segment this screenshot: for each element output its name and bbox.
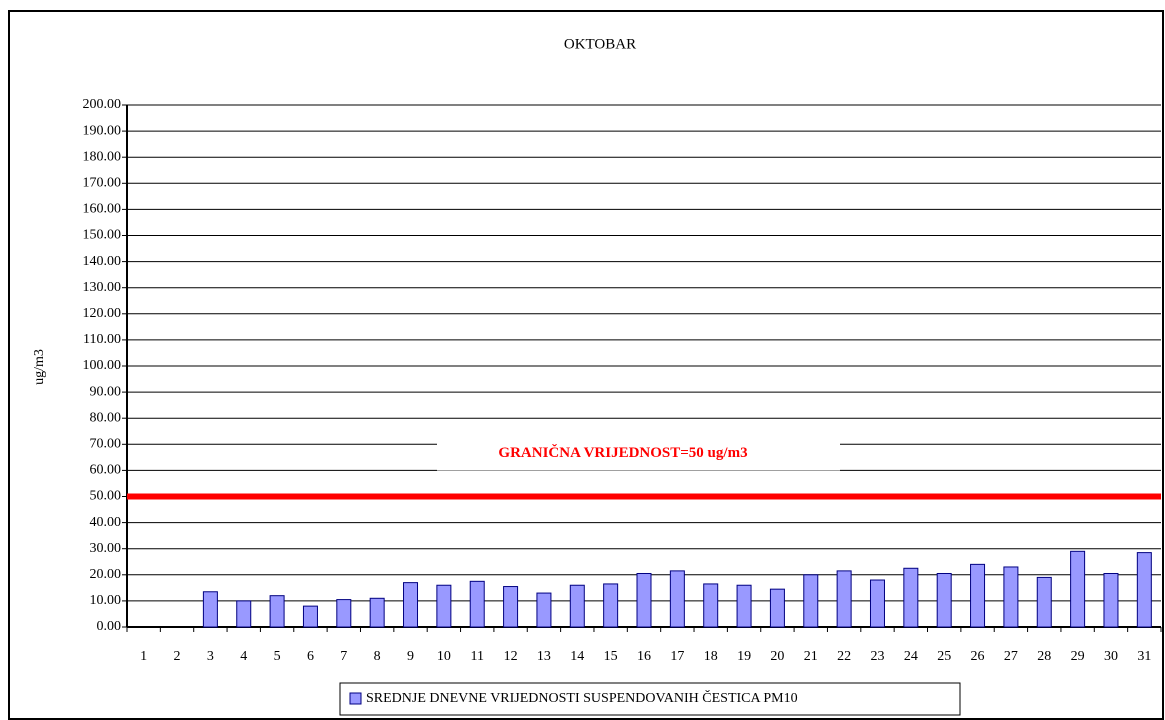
x-tick-label: 2 (174, 649, 181, 664)
x-tick-label: 9 (407, 649, 414, 664)
x-tick-label: 17 (670, 649, 684, 664)
bar (302, 605, 318, 628)
x-tick-label: 31 (1137, 649, 1151, 664)
x-tick-label: 4 (240, 649, 247, 664)
bar (1036, 576, 1052, 628)
x-tick-label: 1 (140, 649, 147, 664)
bar (970, 563, 986, 628)
y-tick-label: 0.00 (97, 619, 122, 634)
x-tick-label: 23 (870, 649, 884, 664)
y-tick-label: 20.00 (90, 567, 122, 582)
bar (703, 583, 719, 628)
x-tick-label: 13 (537, 649, 551, 664)
x-tick-label: 12 (504, 649, 518, 664)
legend-label: SREDNJE DNEVNE VRIJEDNOSTI SUSPENDOVANIH… (366, 689, 798, 706)
y-tick-label: 140.00 (83, 254, 122, 269)
y-tick-label: 90.00 (90, 384, 122, 399)
x-tick-label: 29 (1071, 649, 1085, 664)
x-tick-label: 19 (737, 649, 751, 664)
x-tick-label: 26 (971, 649, 985, 664)
chart-title: OKTOBAR (564, 36, 636, 52)
bar (503, 586, 519, 628)
bar (869, 579, 885, 628)
y-tick-label: 30.00 (90, 541, 122, 556)
x-tick-label: 11 (470, 649, 483, 664)
bar (803, 574, 819, 628)
annotation-background (437, 438, 840, 471)
x-tick-label: 24 (904, 649, 918, 664)
chart-border (8, 10, 1164, 720)
x-tick-label: 22 (837, 649, 851, 664)
bar (269, 595, 285, 628)
bar (736, 584, 752, 628)
bar (336, 599, 352, 628)
bar (202, 591, 218, 628)
y-tick-label: 180.00 (83, 149, 122, 164)
bar (403, 582, 419, 628)
y-tick-label: 80.00 (90, 410, 122, 425)
bar (1136, 552, 1152, 628)
x-tick-label: 15 (604, 649, 618, 664)
y-tick-label: 150.00 (83, 228, 122, 243)
x-tick-label: 7 (340, 649, 347, 664)
x-tick-label: 30 (1104, 649, 1118, 664)
x-tick-label: 16 (637, 649, 651, 664)
bar (469, 580, 485, 628)
y-tick-label: 40.00 (90, 515, 122, 530)
x-tick-label: 5 (274, 649, 281, 664)
x-tick-label: 25 (937, 649, 951, 664)
y-tick-label: 200.00 (83, 97, 122, 112)
bar (936, 572, 952, 628)
y-tick-label: 110.00 (83, 332, 121, 347)
y-tick-label: 100.00 (83, 358, 122, 373)
bar (836, 570, 852, 628)
x-tick-label: 18 (704, 649, 718, 664)
x-tick-label: 27 (1004, 649, 1018, 664)
x-tick-label: 14 (570, 649, 584, 664)
bar (536, 592, 552, 628)
bar (1103, 572, 1119, 628)
bar (1003, 566, 1019, 628)
y-tick-label: 190.00 (83, 123, 122, 138)
y-tick-label: 130.00 (83, 280, 122, 295)
bar (636, 572, 652, 628)
bar (436, 584, 452, 628)
x-tick-label: 28 (1037, 649, 1051, 664)
bar (569, 584, 585, 628)
x-tick-label: 20 (770, 649, 784, 664)
legend-box (339, 682, 961, 716)
limit-annotation: GRANIČNA VRIJEDNOST=50 ug/m3 (498, 444, 747, 461)
x-tick-label: 8 (374, 649, 381, 664)
y-tick-label: 10.00 (90, 593, 122, 608)
bar (769, 588, 785, 628)
x-tick-label: 21 (804, 649, 818, 664)
x-tick-label: 10 (437, 649, 451, 664)
bar (369, 597, 385, 628)
x-tick-label: 6 (307, 649, 314, 664)
y-tick-label: 170.00 (83, 176, 122, 191)
bar (603, 583, 619, 628)
bar (903, 567, 919, 628)
legend-swatch (349, 692, 362, 705)
bar (236, 600, 252, 628)
x-tick-label: 3 (207, 649, 214, 664)
y-axis-label: ug/m3 (32, 349, 47, 385)
y-tick-label: 120.00 (83, 306, 122, 321)
y-tick-label: 70.00 (90, 437, 122, 452)
bar (1070, 550, 1086, 628)
y-tick-label: 160.00 (83, 202, 122, 217)
y-tick-label: 60.00 (90, 463, 122, 478)
y-tick-label: 50.00 (90, 489, 122, 504)
bar (669, 570, 685, 628)
